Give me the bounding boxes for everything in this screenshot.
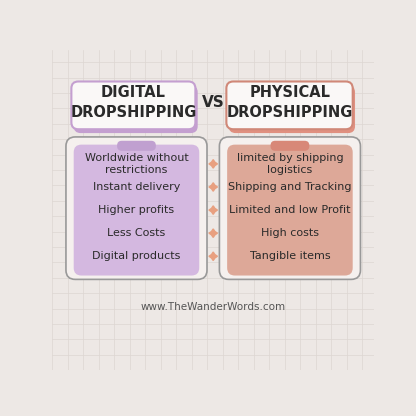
Text: limited by shipping
logistics: limited by shipping logistics bbox=[237, 153, 343, 175]
Text: Worldwide without
restrictions: Worldwide without restrictions bbox=[84, 153, 188, 175]
Text: Less Costs: Less Costs bbox=[107, 228, 166, 238]
Polygon shape bbox=[209, 229, 218, 238]
Text: Instant delivery: Instant delivery bbox=[93, 182, 180, 192]
FancyBboxPatch shape bbox=[66, 137, 207, 280]
Text: Tangible items: Tangible items bbox=[250, 251, 330, 261]
Text: Limited and low Profit: Limited and low Profit bbox=[229, 205, 351, 215]
FancyBboxPatch shape bbox=[227, 145, 353, 275]
Text: DIGITAL
DROPSHIPPING: DIGITAL DROPSHIPPING bbox=[70, 85, 197, 120]
Text: Digital products: Digital products bbox=[92, 251, 181, 261]
FancyBboxPatch shape bbox=[117, 141, 156, 151]
Text: High costs: High costs bbox=[261, 228, 319, 238]
Polygon shape bbox=[209, 252, 218, 260]
Polygon shape bbox=[209, 206, 218, 214]
FancyBboxPatch shape bbox=[74, 85, 198, 133]
FancyBboxPatch shape bbox=[72, 82, 196, 129]
Polygon shape bbox=[209, 160, 218, 168]
FancyBboxPatch shape bbox=[270, 141, 310, 151]
Polygon shape bbox=[209, 183, 218, 191]
Text: PHYSICAL
DROPSHIPPING: PHYSICAL DROPSHIPPING bbox=[227, 85, 353, 120]
FancyBboxPatch shape bbox=[229, 85, 355, 133]
FancyBboxPatch shape bbox=[74, 145, 199, 275]
Text: Higher profits: Higher profits bbox=[99, 205, 175, 215]
Text: VS: VS bbox=[202, 95, 225, 110]
FancyBboxPatch shape bbox=[219, 137, 360, 280]
Text: www.TheWanderWords.com: www.TheWanderWords.com bbox=[141, 302, 286, 312]
Text: Shipping and Tracking: Shipping and Tracking bbox=[228, 182, 352, 192]
FancyBboxPatch shape bbox=[226, 82, 353, 129]
